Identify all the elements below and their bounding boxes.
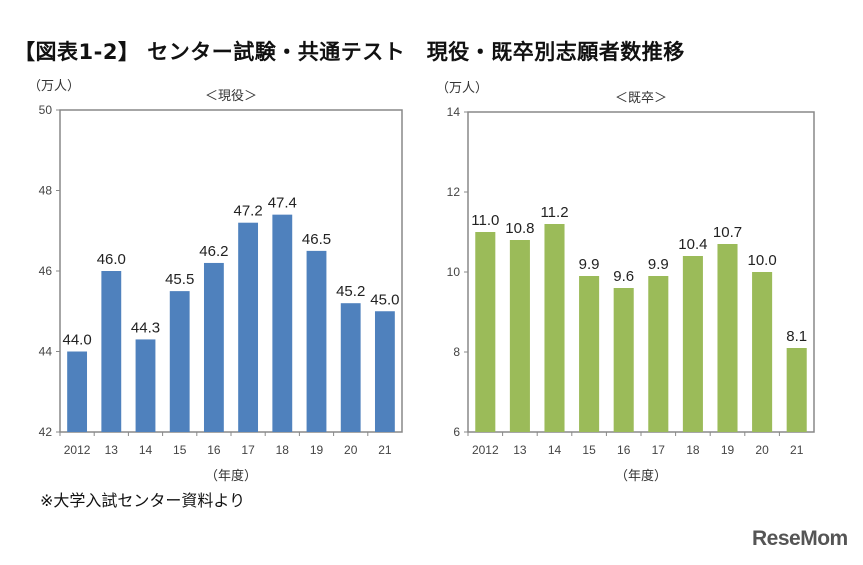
x-tick-label: 21: [790, 443, 804, 457]
data-label: 10.7: [713, 224, 742, 241]
data-label: 10.8: [505, 220, 534, 237]
x-tick-label: 2012: [64, 443, 91, 457]
x-tick-label: 19: [721, 443, 735, 457]
bar-13: [509, 240, 530, 432]
bar-18: [682, 256, 703, 432]
data-label: 10.0: [747, 252, 776, 269]
chart-title: ＜既卒＞: [615, 91, 667, 106]
y-tick-label: 44: [39, 345, 53, 359]
y-axis-unit: （万人）: [436, 81, 488, 96]
y-tick-label: 50: [39, 103, 53, 117]
data-label: 44.3: [131, 319, 160, 336]
x-tick-label: 20: [755, 443, 769, 457]
x-tick-label: 15: [173, 443, 187, 457]
y-tick-label: 8: [453, 345, 460, 359]
data-label: 46.2: [199, 243, 228, 260]
bar-19: [717, 244, 738, 432]
data-label: 9.6: [613, 268, 634, 285]
data-label: 10.4: [678, 236, 707, 253]
data-label: 46.0: [97, 251, 126, 268]
bar-20: [752, 272, 773, 432]
data-label: 45.0: [370, 291, 399, 308]
y-tick-label: 46: [39, 264, 53, 278]
x-tick-label: 2012: [472, 443, 499, 457]
x-tick-label: 18: [276, 443, 290, 457]
data-label: 11.0: [471, 212, 499, 229]
x-tick-label: 16: [207, 443, 221, 457]
bar-21: [374, 311, 395, 432]
x-tick-label: 17: [652, 443, 666, 457]
bar-14: [544, 224, 565, 432]
x-tick-label: 15: [582, 443, 596, 457]
bar-20: [340, 303, 361, 432]
data-label: 45.2: [336, 283, 365, 300]
bar-2012: [475, 232, 496, 432]
y-tick-label: 6: [453, 425, 460, 439]
x-tick-label: 16: [617, 443, 631, 457]
bar-16: [613, 288, 634, 432]
y-tick-label: 12: [447, 185, 461, 199]
bar-2012: [67, 351, 88, 432]
bar-16: [203, 262, 224, 432]
x-tick-label: 20: [344, 443, 358, 457]
y-tick-label: 10: [447, 265, 461, 279]
x-tick-label: 21: [378, 443, 392, 457]
data-label: 44.0: [62, 332, 91, 349]
data-label: 8.1: [786, 328, 807, 345]
data-label: 46.5: [302, 231, 331, 248]
bar-17: [648, 276, 669, 432]
bar-14: [135, 339, 156, 432]
y-tick-label: 48: [39, 184, 53, 198]
x-tick-label: 18: [686, 443, 700, 457]
y-axis-unit: （万人）: [28, 79, 80, 94]
data-label: 9.9: [648, 256, 669, 273]
bar-15: [579, 276, 600, 432]
y-tick-label: 14: [447, 105, 461, 119]
bar-17: [238, 222, 259, 432]
bar-15: [169, 291, 190, 432]
source-note: ※大学入試センター資料より: [40, 491, 246, 510]
bar-21: [786, 348, 807, 432]
x-tick-label: 13: [513, 443, 527, 457]
x-axis-label: （年度）: [615, 468, 667, 484]
chart-title: ＜現役＞: [205, 89, 257, 104]
data-label: 47.2: [233, 203, 262, 220]
x-tick-label: 17: [241, 443, 255, 457]
data-label: 9.9: [579, 256, 600, 273]
x-tick-label: 19: [310, 443, 324, 457]
data-label: 45.5: [165, 271, 194, 288]
data-label: 47.4: [268, 195, 297, 212]
x-axis-label: （年度）: [205, 468, 257, 484]
figure-title: 【図表1-2】 センター試験・共通テスト 現役・既卒別志願者数推移: [14, 40, 685, 64]
data-label: 11.2: [540, 204, 568, 221]
x-tick-label: 13: [105, 443, 119, 457]
y-tick-label: 42: [39, 425, 53, 439]
bar-18: [272, 214, 293, 432]
x-tick-label: 14: [548, 443, 562, 457]
x-tick-label: 14: [139, 443, 153, 457]
resemom-logo: ReseMom: [752, 527, 848, 550]
bar-19: [306, 250, 327, 432]
bar-13: [101, 271, 122, 432]
